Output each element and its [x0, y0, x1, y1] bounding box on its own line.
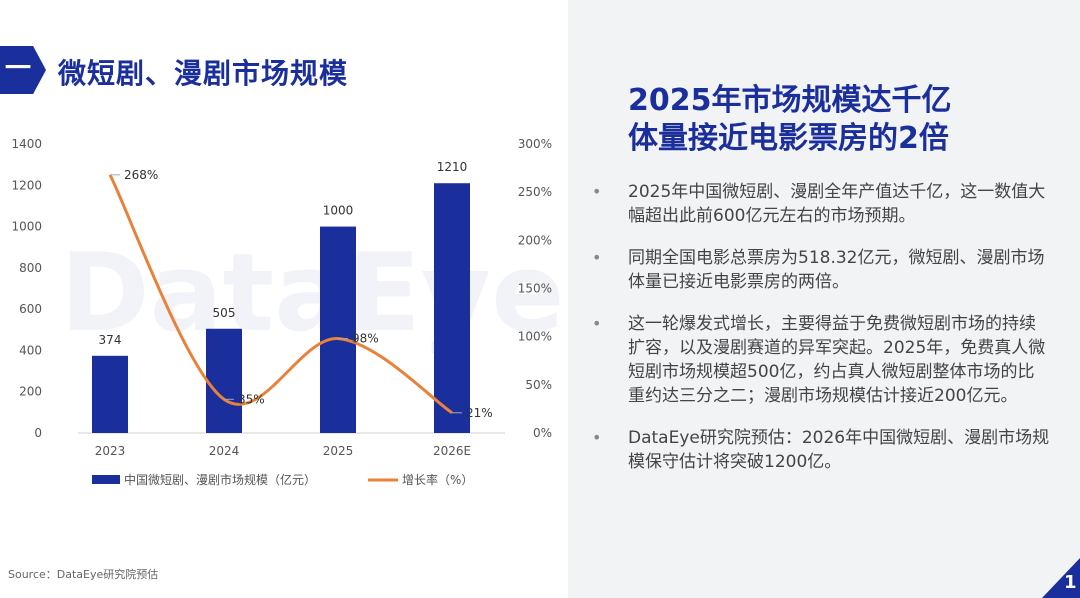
headline: 2025年市场规模达千亿 体量接近电影票房的2倍: [628, 82, 952, 158]
y-left-tick-label: 800: [19, 261, 42, 275]
bullet-dot: •: [592, 248, 602, 267]
y-right-tick-label: 200%: [518, 233, 552, 247]
watermark-logo: DataEye: [60, 231, 560, 356]
bullet-dot: •: [592, 182, 602, 201]
bar: [92, 355, 128, 433]
y-right-tick-label: 150%: [518, 282, 552, 296]
legend-swatch-bar: [92, 475, 120, 484]
y-left-tick-label: 1200: [11, 178, 42, 192]
combo-chart: DataEye 0 200 400 600 800 1000 1200 1400 0% 50% 1…: [11, 137, 560, 487]
x-tick-label: 2024: [209, 444, 240, 458]
line-value-label: 268%: [124, 168, 158, 182]
bullet-item: • DataEye研究院预估：2026年中国微短剧、漫剧市场规模保守估计将突破1…: [590, 426, 1050, 474]
line-value-label: 35%: [238, 392, 265, 406]
page-number-corner: [1042, 558, 1080, 598]
bullet-item: • 2025年中国微短剧、漫剧全年产值达千亿，这一数值大幅超出此前600亿元左右…: [590, 180, 1050, 228]
bullet-text: 这一轮爆发式增长，主要得益于免费微短剧市场的持续扩容，以及漫剧赛道的异军突起。2…: [628, 314, 1046, 406]
page-number: 1: [1064, 572, 1077, 593]
bullet-dot: •: [592, 428, 602, 447]
y-left-tick-label: 1400: [11, 137, 42, 151]
y-right-tick-label: 100%: [518, 330, 552, 344]
y-right-tick-label: 250%: [518, 185, 552, 199]
legend-label-bar: 中国微短剧、漫剧市场规模（亿元）: [124, 472, 316, 487]
line-value-label: 21%: [466, 406, 493, 420]
x-tick-label: 2023: [95, 444, 126, 458]
bullet-item: • 这一轮爆发式增长，主要得益于免费微短剧市场的持续扩容，以及漫剧赛道的异军突起…: [590, 312, 1050, 408]
line-value-label: 98%: [352, 332, 379, 346]
bar: [206, 328, 242, 433]
bar-value-label: 505: [213, 306, 236, 320]
bullet-item: • 同期全国电影总票房为518.32亿元，微短剧、漫剧市场体量已接近电影票房的两…: [590, 246, 1050, 294]
y-left-tick-label: 1000: [11, 220, 42, 234]
x-tick-label: 2025: [323, 444, 354, 458]
right-panel: [568, 0, 1080, 598]
bar-value-label: 1000: [323, 204, 354, 218]
y-right-tick-label: 300%: [518, 137, 552, 151]
headline-line-2: 体量接近电影票房的2倍: [628, 121, 949, 156]
y-right-tick-label: 50%: [525, 378, 552, 392]
growth-rate-line: [108, 174, 453, 415]
y-left-tick-label: 200: [19, 385, 42, 399]
y-left-tick-label: 400: [19, 343, 42, 357]
bar-value-label: 374: [99, 333, 122, 347]
bullet-text: 同期全国电影总票房为518.32亿元，微短剧、漫剧市场体量已接近电影票房的两倍。: [628, 248, 1045, 292]
bullet-text: DataEye研究院预估：2026年中国微短剧、漫剧市场规模保守估计将突破120…: [628, 428, 1050, 472]
page-title: 微短剧、漫剧市场规模: [58, 57, 349, 90]
x-tick-label: 2026E: [433, 444, 471, 458]
bullet-text: 2025年中国微短剧、漫剧全年产值达千亿，这一数值大幅超出此前600亿元左右的市…: [628, 182, 1046, 226]
y-left-tick-label: 0: [34, 426, 42, 440]
legend-label-line: 增长率（%）: [402, 472, 473, 487]
bullet-list: • 2025年中国微短剧、漫剧全年产值达千亿，这一数值大幅超出此前600亿元左右…: [590, 180, 1050, 492]
headline-line-1: 2025年市场规模达千亿: [628, 83, 952, 118]
bullet-dot: •: [592, 314, 602, 333]
y-right-tick-label: 0%: [533, 426, 552, 440]
bar: [434, 183, 470, 433]
y-left-tick-label: 600: [19, 302, 42, 316]
bar-value-label: 1210: [437, 160, 468, 174]
bar: [320, 226, 356, 433]
source-note: Source：DataEye研究院预估: [8, 568, 159, 581]
section-badge-label: 一: [4, 54, 31, 84]
